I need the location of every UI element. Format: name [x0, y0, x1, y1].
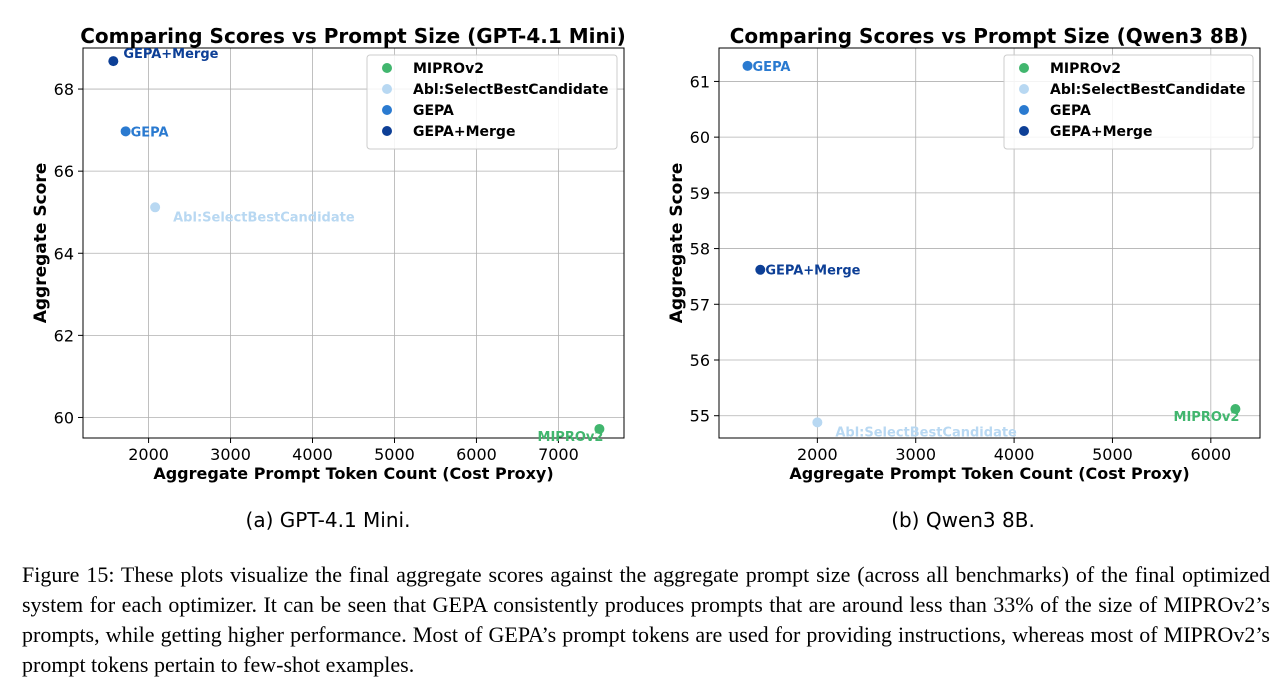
plot-frame	[718, 47, 1261, 439]
x-axis-label: Aggregate Prompt Token Count (Cost Proxy…	[789, 464, 1189, 483]
y-tick-label: 57	[690, 295, 710, 314]
x-tick-label: 2000	[797, 445, 838, 464]
legend-marker	[1019, 126, 1029, 136]
legend-marker	[382, 126, 392, 136]
data-point-gepa-merge	[755, 264, 766, 275]
legend-marker	[382, 84, 392, 94]
subcaption: (a) GPT-4.1 Mini.	[246, 508, 411, 532]
chart-qwen3-8b: Comparing Scores vs Prompt Size (Qwen3 8…	[667, 24, 1261, 532]
legend-label: GEPA+Merge	[413, 124, 515, 140]
data-label: MIPROv2	[1174, 410, 1240, 425]
y-tick-label: 60	[690, 128, 710, 147]
y-tick-label: 56	[690, 351, 710, 370]
y-axis-label: Aggregate Score	[667, 163, 687, 324]
data-point-gepa	[742, 60, 753, 71]
legend-box	[366, 54, 618, 150]
x-tick-label: 4000	[994, 445, 1035, 464]
legend-marker	[1019, 63, 1029, 73]
legend-label: GEPA	[413, 103, 454, 119]
x-axis-label: Aggregate Prompt Token Count (Cost Proxy…	[153, 464, 553, 483]
figure-caption: Figure 15: These plots visualize the fin…	[22, 562, 1270, 677]
legend-label: Abl:SelectBestCandidate	[1050, 82, 1245, 98]
y-tick-label: 59	[690, 184, 710, 203]
data-point-gepa	[120, 126, 131, 137]
x-tick-label: 6000	[456, 445, 497, 464]
data-label: GEPA+Merge	[765, 264, 860, 279]
x-tick-label: 2000	[128, 445, 169, 464]
x-tick-label: 6000	[1190, 445, 1231, 464]
legend-label: MIPROv2	[413, 61, 484, 77]
data-label: Abl:SelectBestCandidate	[835, 425, 1017, 440]
legend-marker	[1019, 105, 1029, 115]
chart-title: Comparing Scores vs Prompt Size (Qwen3 8…	[730, 24, 1248, 48]
x-tick-label: 3000	[895, 445, 936, 464]
plot-frame	[82, 47, 625, 439]
legend-label: Abl:SelectBestCandidate	[413, 82, 608, 98]
data-label: Abl:SelectBestCandidate	[173, 210, 355, 225]
legend-label: MIPROv2	[1050, 61, 1121, 77]
subcaption: (b) Qwen3 8B.	[891, 508, 1035, 532]
data-label: GEPA+Merge	[123, 47, 218, 62]
legend-box	[1003, 54, 1254, 150]
legend-label: GEPA	[1050, 103, 1091, 119]
y-tick-label: 66	[54, 162, 74, 181]
data-label: GEPA	[131, 125, 169, 140]
data-point-abl-selectbestcandidate	[812, 417, 823, 428]
y-tick-label: 64	[54, 244, 74, 263]
y-tick-label: 58	[690, 240, 710, 259]
legend-label: GEPA+Merge	[1050, 124, 1152, 140]
x-tick-label: 7000	[538, 445, 579, 464]
data-point-miprov2	[594, 423, 605, 434]
legend-marker	[382, 105, 392, 115]
x-tick-label: 5000	[374, 445, 415, 464]
x-tick-label: 5000	[1092, 445, 1133, 464]
y-tick-label: 68	[54, 80, 74, 99]
chart-gpt41-mini: Comparing Scores vs Prompt Size (GPT-4.1…	[31, 24, 626, 532]
legend-marker	[382, 63, 392, 73]
legend-marker	[1019, 84, 1029, 94]
y-tick-label: 62	[54, 326, 74, 345]
data-point-abl-selectbestcandidate	[150, 202, 161, 213]
data-point-gepa-merge	[108, 56, 119, 67]
y-tick-label: 55	[690, 407, 710, 426]
data-point-miprov2	[1230, 404, 1241, 415]
y-tick-label: 61	[690, 72, 710, 91]
x-tick-label: 4000	[292, 445, 333, 464]
data-label: GEPA	[753, 60, 791, 75]
x-tick-label: 3000	[210, 445, 251, 464]
y-tick-label: 60	[54, 408, 74, 427]
y-axis-label: Aggregate Score	[31, 163, 51, 324]
chart-title: Comparing Scores vs Prompt Size (GPT-4.1…	[80, 24, 625, 48]
data-label: MIPROv2	[538, 430, 604, 445]
figure-charts: Comparing Scores vs Prompt Size (GPT-4.1…	[31, 24, 1261, 532]
